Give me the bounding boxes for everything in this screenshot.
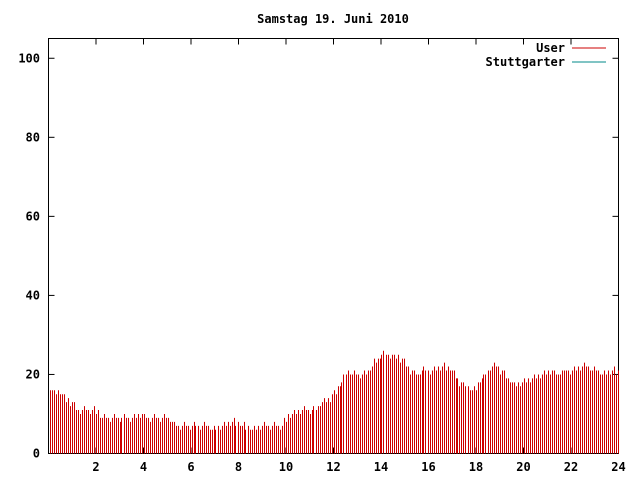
x-axis: 2 4 6 8 10 12 14 16 18 20 22 24 <box>92 38 626 474</box>
y-tick-label: 80 <box>26 130 40 144</box>
y-tick-label: 100 <box>18 51 40 65</box>
x-tick-label: 2 <box>92 460 99 474</box>
x-tick-label: 16 <box>421 460 435 474</box>
x-tick-label: 12 <box>326 460 340 474</box>
x-tick-label: 20 <box>516 460 530 474</box>
x-tick-label: 6 <box>187 460 194 474</box>
legend-label-user: User <box>536 41 565 55</box>
x-tick-label: 10 <box>279 460 293 474</box>
legend: User Stuttgarter <box>486 41 606 69</box>
y-tick-label: 20 <box>26 367 40 381</box>
x-tick-label: 22 <box>564 460 578 474</box>
x-tick-label: 8 <box>235 460 242 474</box>
y-axis: 0 20 40 60 80 100 <box>18 51 619 461</box>
chart-title: Samstag 19. Juni 2010 <box>257 12 409 26</box>
legend-label-stuttgarter: Stuttgarter <box>486 55 565 69</box>
bar-series-user <box>50 350 619 454</box>
y-tick-label: 0 <box>33 447 40 461</box>
x-tick-label: 4 <box>140 460 147 474</box>
y-tick-label: 40 <box>26 288 40 302</box>
y-tick-label: 60 <box>26 209 40 223</box>
x-tick-label: 24 <box>611 460 625 474</box>
x-tick-label: 14 <box>374 460 388 474</box>
x-tick-label: 18 <box>469 460 483 474</box>
